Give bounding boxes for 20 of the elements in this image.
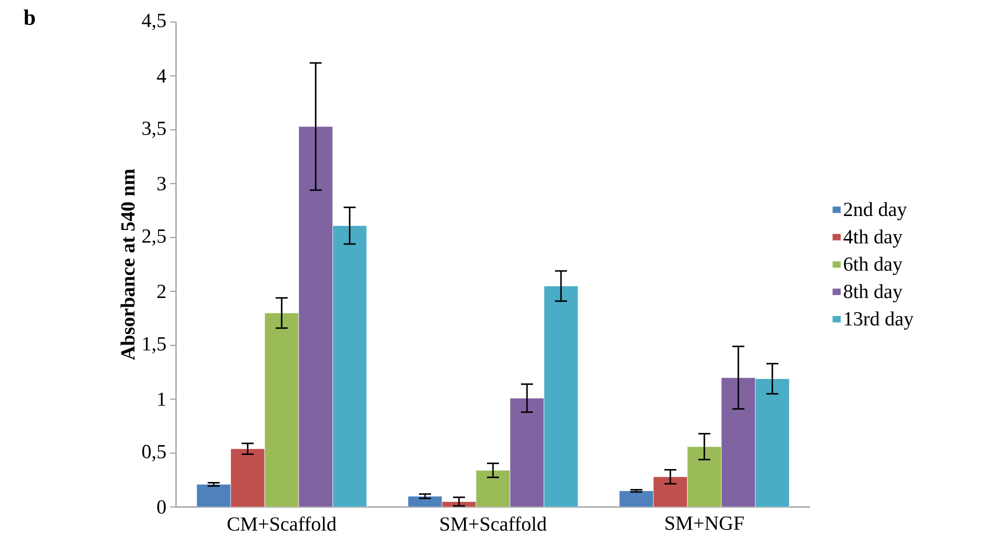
legend-label: 2nd day [844,202,907,220]
x-tick-label: SM+NGF [666,516,744,530]
y-tick-label: 0,5 [142,444,166,462]
y-tick-label: 2,5 [142,229,166,246]
text: b [24,10,35,25]
y-tick-label: 4 [156,69,166,82]
legend-label: 4th day [844,229,902,248]
legend-label: 13rd day [844,312,914,330]
y-tick-label: 1,5 [143,337,166,354]
x-tick-label: SM+Scaffold [440,516,547,531]
y-tick-label: 1 [158,392,166,406]
y-tick-label: 0 [157,500,166,514]
y-tick-label: 4,5 [142,14,166,30]
y-axis-title: Absorbance at 540 nm [120,169,135,360]
legend-label: 8th day [844,284,902,302]
legend-label: 6th day [844,256,902,275]
x-tick-label: CM+Scaffold [228,516,336,531]
y-tick-label: 2 [157,284,166,298]
y-tick-label: 3 [157,176,166,190]
y-tick-label: 3,5 [142,122,166,138]
